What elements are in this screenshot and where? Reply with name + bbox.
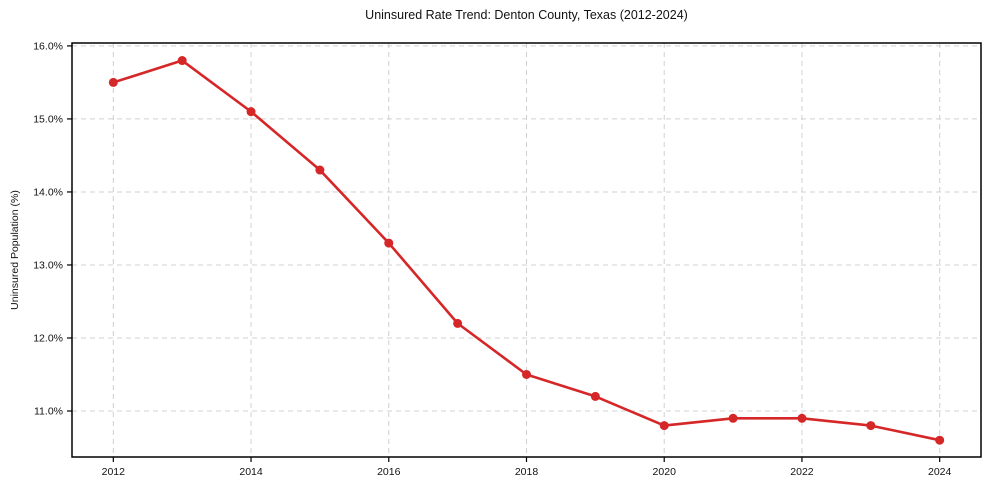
data-point (659, 421, 669, 431)
x-tick-label: 2012 (102, 466, 126, 478)
data-point (797, 413, 807, 423)
x-tick-label: 2024 (928, 466, 952, 478)
x-tick-label: 2020 (653, 466, 677, 478)
data-point (590, 391, 600, 401)
data-point (384, 238, 394, 248)
x-tick-label: 2014 (239, 466, 263, 478)
y-tick-label: 16.0% (33, 40, 63, 52)
x-tick-label: 2022 (790, 466, 814, 478)
data-point (177, 56, 187, 66)
data-point (246, 107, 256, 117)
data-point (522, 369, 531, 379)
y-tick-label: 11.0% (34, 406, 63, 418)
data-point (866, 421, 876, 431)
data-point (315, 165, 325, 175)
x-tick-label: 2018 (515, 466, 539, 478)
y-tick-label: 13.0% (33, 259, 63, 271)
data-point (453, 318, 463, 328)
y-tick-label: 15.0% (33, 113, 63, 125)
y-tick-label: 12.0% (33, 332, 63, 344)
data-point (728, 413, 738, 423)
y-tick-label: 14.0% (33, 186, 63, 198)
chart-title: Uninsured Rate Trend: Denton County, Tex… (365, 8, 688, 22)
x-tick-label: 2016 (377, 466, 401, 478)
data-point (108, 77, 118, 87)
data-point (935, 435, 945, 445)
